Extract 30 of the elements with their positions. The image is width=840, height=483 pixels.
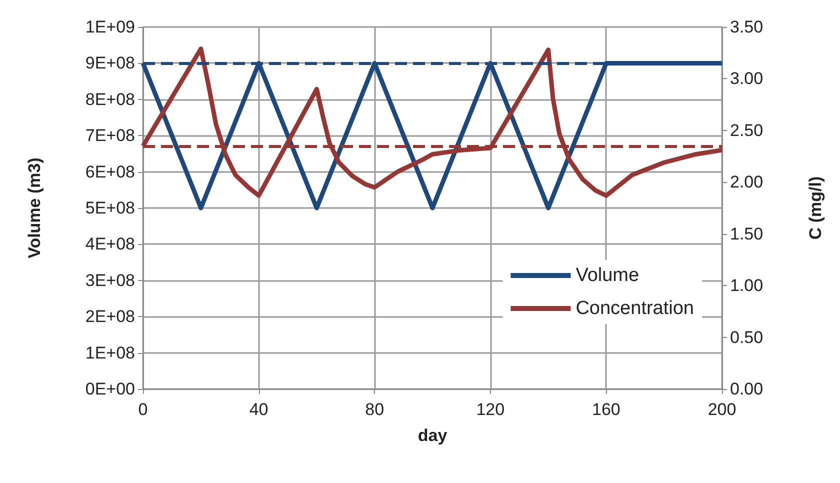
- y-tick-label: 0E+00: [85, 380, 135, 398]
- x-tick-label: 80: [365, 400, 384, 419]
- y-tick-label: 5E+08: [85, 198, 135, 218]
- x-tick-label: 160: [592, 400, 620, 419]
- y-tick-label: 8E+08: [85, 90, 135, 109]
- y2-tick-label: 0.50: [730, 328, 764, 347]
- y2-tick-label: 1.50: [730, 224, 764, 244]
- y2-tick-label: 3.50: [730, 18, 764, 36]
- y-tick-label: 3E+08: [85, 270, 135, 290]
- y-tick-label: 7E+08: [85, 126, 135, 146]
- x-axis-title: day: [418, 426, 448, 445]
- y2-tick-label: 2.00: [730, 172, 764, 192]
- y2-tick-label: 3.00: [730, 69, 764, 88]
- y2-tick-label: 1.00: [730, 276, 764, 296]
- y-tick-label: 1E+08: [85, 343, 135, 362]
- y-tick-label: 4E+08: [85, 234, 135, 254]
- y-tick-label: 1E+09: [85, 18, 135, 36]
- y2-axis-title: C (mg/l): [806, 176, 825, 240]
- y-tick-label: 9E+08: [85, 54, 135, 73]
- x-tick-label: 200: [708, 400, 736, 419]
- y2-tick-label: 2.50: [730, 120, 764, 140]
- x-tick-label: 40: [249, 400, 268, 419]
- x-tick-label: 0: [138, 400, 148, 419]
- y-tick-label: 2E+08: [85, 307, 135, 326]
- x-tick-label: 120: [476, 400, 505, 419]
- legend-label: Concentration: [576, 298, 694, 319]
- y-tick-label: 6E+08: [85, 162, 135, 182]
- y2-tick-label: 0.00: [730, 380, 764, 398]
- legend-label: Volume: [576, 265, 640, 286]
- y-axis-title: Volume (m3): [25, 158, 44, 258]
